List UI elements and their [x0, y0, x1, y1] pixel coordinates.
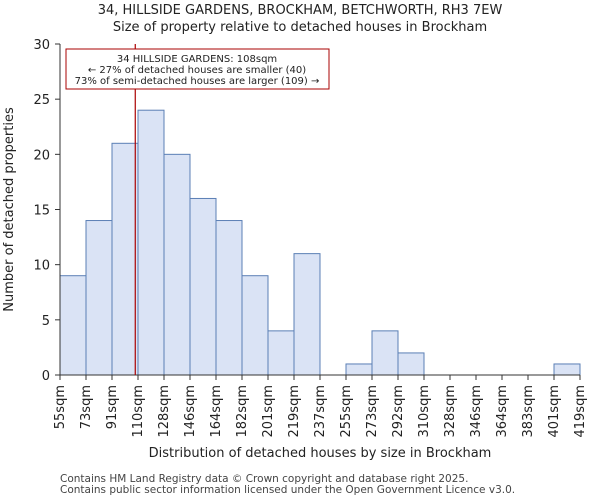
- histogram-bar: [189, 197, 217, 376]
- annotation-line-2: ← 27% of detached houses are smaller (40…: [88, 65, 306, 76]
- x-tick-label: 328sqm: [443, 385, 458, 438]
- x-tick-label: 55sqm: [53, 385, 68, 429]
- histogram-bar: [215, 220, 243, 376]
- y-tick-label: 25: [33, 93, 50, 108]
- chart-subtitle: Size of property relative to detached ho…: [112, 20, 488, 35]
- x-tick-label: 164sqm: [209, 385, 224, 438]
- x-tick-label: 146sqm: [183, 385, 198, 438]
- x-axis-title: Distribution of detached houses by size …: [149, 446, 492, 461]
- x-tick-label: 310sqm: [417, 385, 432, 438]
- histogram-bar: [85, 220, 113, 376]
- histogram-bar: [59, 275, 87, 376]
- x-tick-label: 128sqm: [157, 385, 172, 438]
- histogram-bar: [397, 352, 425, 376]
- y-tick-label: 20: [33, 148, 50, 163]
- histogram-bar: [163, 153, 191, 376]
- y-tick-label: 5: [42, 314, 50, 329]
- histogram-bar: [137, 109, 165, 376]
- x-tick-label: 346sqm: [469, 385, 484, 438]
- histogram-bar: [293, 253, 321, 376]
- x-tick-label: 273sqm: [365, 385, 380, 438]
- x-tick-label: 201sqm: [261, 385, 276, 438]
- x-tick-label: 383sqm: [521, 385, 536, 438]
- histogram-bar: [371, 330, 399, 376]
- axes-group: 0 5 10 15 20 25 30 55sqm 73sqm 91sqm 110sqm 128sqm 1…: [2, 38, 588, 461]
- histogram-bar: [553, 363, 581, 376]
- y-tick-label: 0: [42, 369, 50, 384]
- annotation-group: 34 HILLSIDE GARDENS: 108sqm← 27% of deta…: [65, 44, 330, 375]
- x-tick-label: 292sqm: [391, 385, 406, 438]
- footer-line-2: Contains public sector information licen…: [60, 484, 516, 496]
- x-tick-label: 73sqm: [79, 385, 94, 429]
- x-tick-label: 91sqm: [105, 385, 120, 429]
- x-tick-label: 237sqm: [313, 385, 328, 438]
- x-tick-label: 110sqm: [131, 385, 146, 438]
- x-tick-label: 401sqm: [547, 385, 562, 438]
- annotation-line-3: 73% of semi-detached houses are larger (…: [75, 76, 320, 87]
- x-tick-label: 219sqm: [287, 385, 302, 438]
- footer-line-1: Contains HM Land Registry data © Crown c…: [60, 473, 469, 485]
- x-tick-label: 364sqm: [495, 385, 510, 438]
- x-tick-label: 182sqm: [235, 385, 250, 438]
- histogram-bar: [345, 363, 373, 376]
- y-axis-title: Number of detached properties: [2, 107, 17, 312]
- y-tick-label: 10: [33, 259, 50, 274]
- x-tick-label: 255sqm: [339, 385, 354, 438]
- bars-group: [59, 109, 581, 376]
- y-tick-label: 15: [33, 204, 50, 219]
- y-tick-label: 30: [33, 38, 50, 53]
- histogram-bar: [111, 142, 139, 376]
- x-tick-label: 419sqm: [573, 385, 588, 438]
- chart-title: 34, HILLSIDE GARDENS, BROCKHAM, BETCHWOR…: [97, 3, 503, 18]
- annotation-box: [65, 48, 330, 90]
- histogram-bar: [241, 275, 269, 376]
- histogram-bar: [267, 330, 295, 376]
- annotation-line-1: 34 HILLSIDE GARDENS: 108sqm: [117, 54, 277, 65]
